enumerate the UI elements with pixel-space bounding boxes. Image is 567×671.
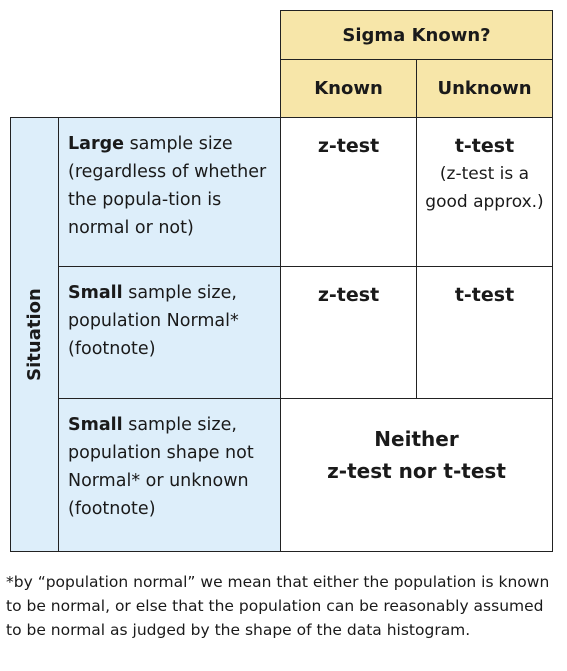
situation-small-normal: Small sample size, population Normal* (f… xyxy=(58,266,281,399)
situation-label: Situation xyxy=(24,288,45,381)
situation-text: sample size, population shape not Normal… xyxy=(68,415,254,519)
result-unknown-small-normal: t-test xyxy=(416,266,553,399)
result-test: t-test xyxy=(454,284,515,306)
unknown-label: Unknown xyxy=(437,78,532,99)
result-known-small-normal: z-test xyxy=(280,266,417,399)
result-known-large: z-test xyxy=(280,117,417,267)
result-note: (z-test is a good approx.) xyxy=(425,164,544,212)
sigma-known-header: Sigma Known? xyxy=(280,10,553,60)
situation-emphasis: Small xyxy=(68,283,123,303)
result-test: t-test xyxy=(454,135,515,157)
result-test: z-test xyxy=(317,135,380,157)
situation-emphasis: Small xyxy=(68,415,123,435)
result-test: z-test xyxy=(317,284,380,306)
footnote: *by “population normal” we mean that eit… xyxy=(6,573,550,639)
sigma-known-title: Sigma Known? xyxy=(342,24,491,46)
situation-small-not-normal: Small sample size, population shape not … xyxy=(58,398,281,552)
result-neither-line2: z-test nor t-test xyxy=(327,459,506,483)
known-label: Known xyxy=(314,78,383,99)
result-neither: Neither z-test nor t-test xyxy=(280,398,553,552)
situation-text: sample size, population Normal* (footnot… xyxy=(68,283,239,359)
known-column-header: Known xyxy=(280,59,417,118)
situation-emphasis: Large xyxy=(68,134,124,154)
situation-large-sample: Large sample size (regardless of whether… xyxy=(58,117,281,267)
unknown-column-header: Unknown xyxy=(416,59,553,118)
result-unknown-large: t-test (z-test is a good approx.) xyxy=(416,117,553,267)
situation-row-header: Situation xyxy=(10,117,59,552)
situation-text: sample size (regardless of whether the p… xyxy=(68,134,267,238)
result-neither-line1: Neither xyxy=(374,427,459,451)
